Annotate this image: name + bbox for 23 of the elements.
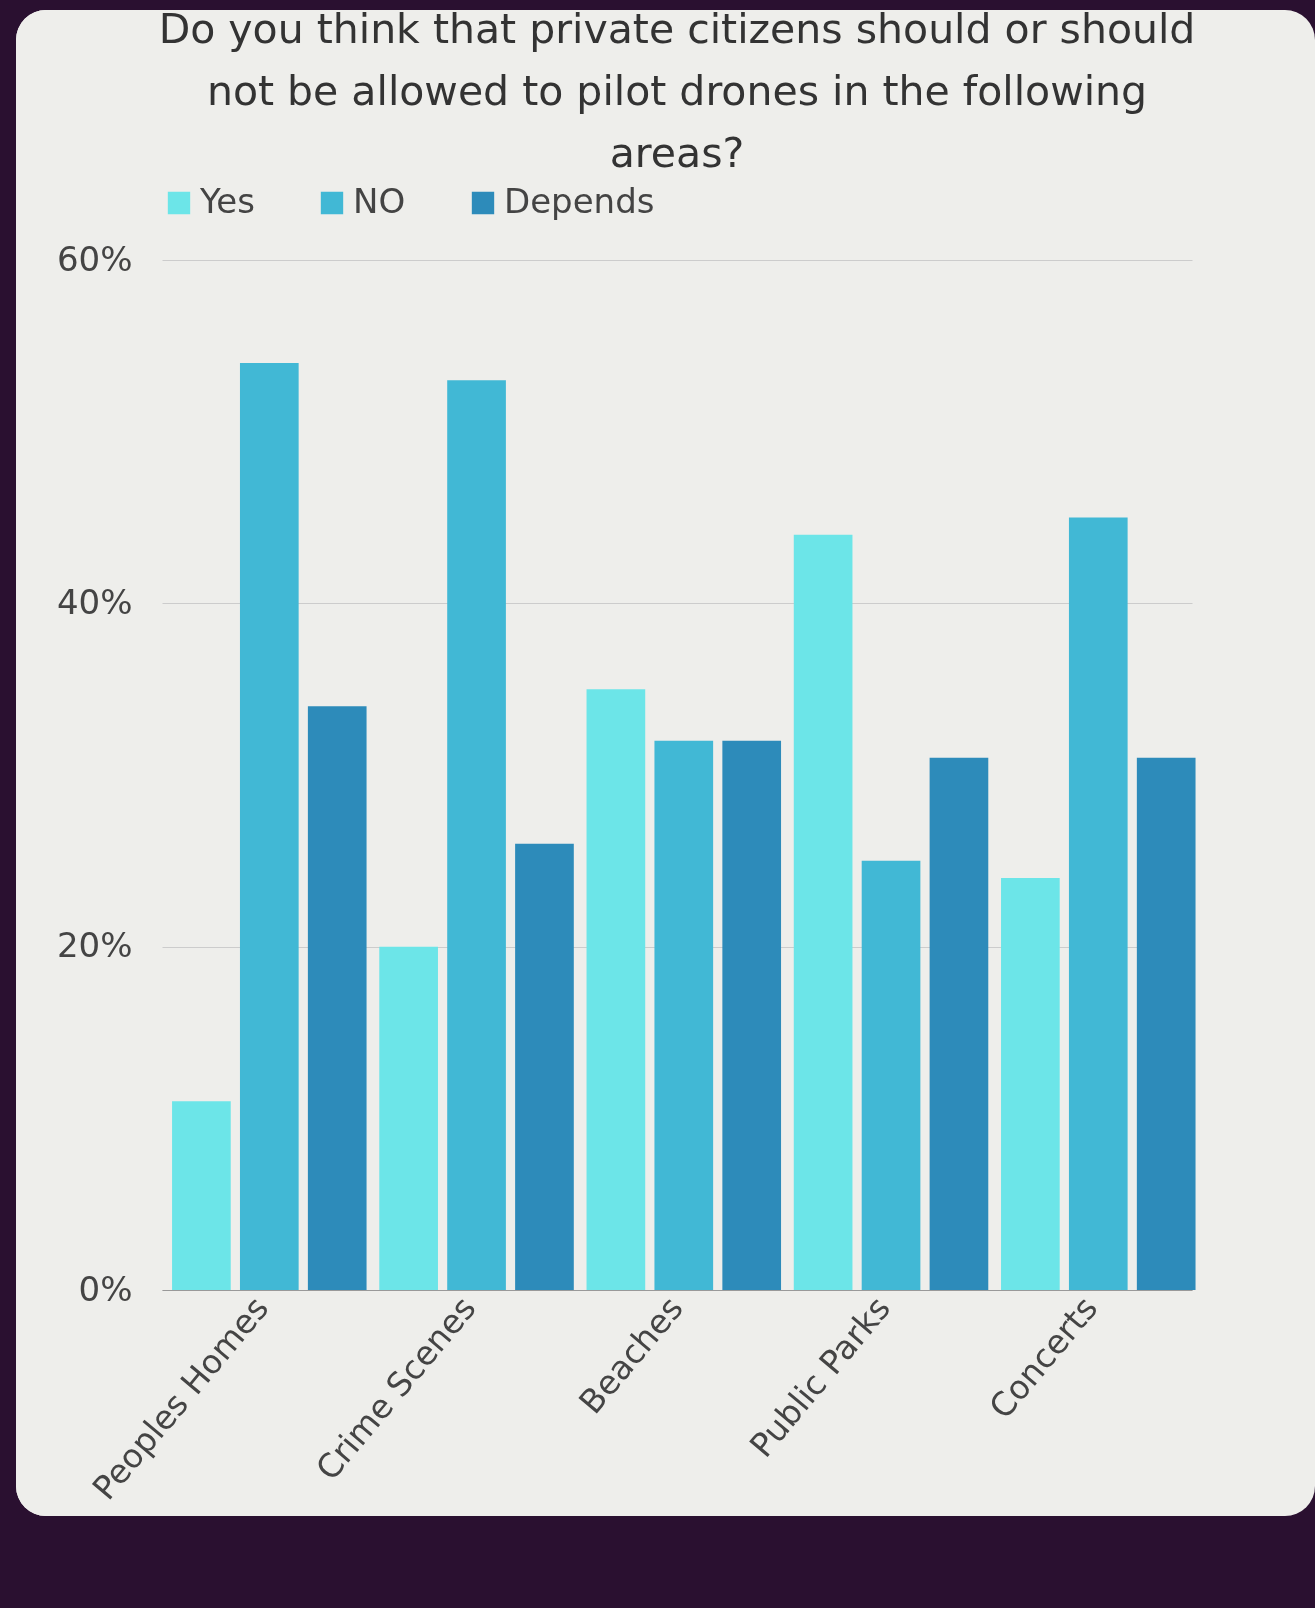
bar xyxy=(515,843,574,1290)
chart-title: Do you think that private citizens should or should not be allowed to pilot drones in the following areas? xyxy=(158,5,1196,177)
bar xyxy=(447,380,506,1290)
bar xyxy=(1001,878,1060,1290)
legend-label: NO xyxy=(353,181,406,221)
legend-label: Depends xyxy=(504,181,655,221)
bar xyxy=(793,534,853,1290)
bar xyxy=(1136,757,1196,1290)
bar xyxy=(929,757,989,1290)
bar xyxy=(239,363,299,1290)
bar xyxy=(586,689,646,1290)
y-tick-label: 20% xyxy=(56,925,133,966)
bar xyxy=(307,706,367,1290)
bar xyxy=(654,740,714,1290)
y-tick-label: 0% xyxy=(78,1268,133,1309)
bar xyxy=(861,860,921,1290)
bar xyxy=(722,740,782,1290)
y-tick-label: 40% xyxy=(56,581,133,622)
bar xyxy=(172,1101,231,1290)
legend-label: Yes xyxy=(199,181,255,221)
y-tick-label: 60% xyxy=(56,238,133,279)
bar xyxy=(379,946,438,1290)
bar xyxy=(1068,517,1128,1290)
